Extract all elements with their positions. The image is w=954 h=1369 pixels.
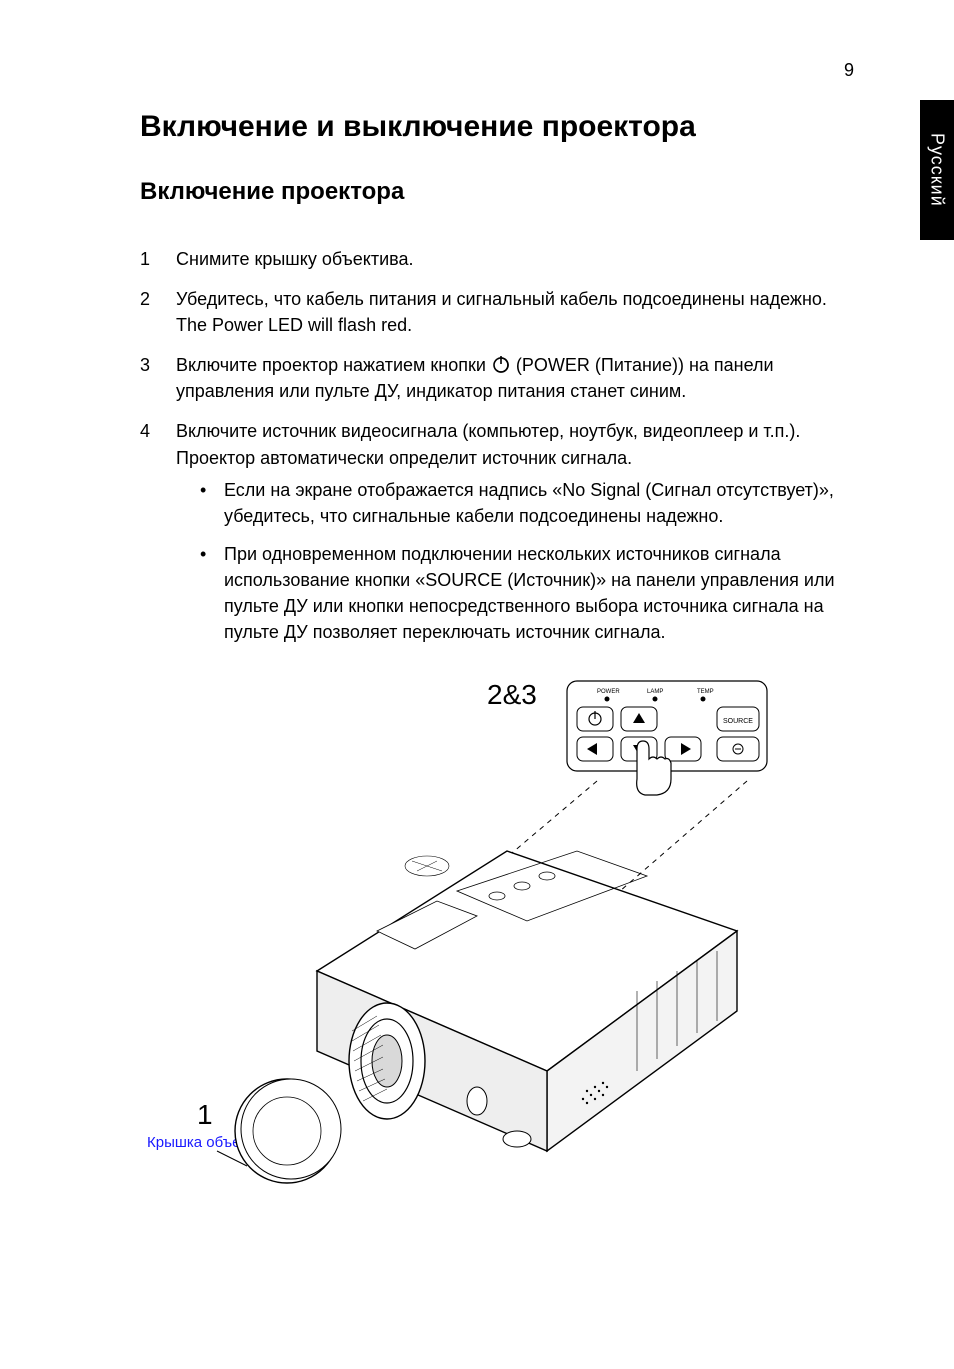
step-item: 1 Снимите крышку объектива. (140, 246, 854, 272)
control-panel: POWER LAMP TEMP SOURCE (567, 681, 767, 795)
svg-text:LAMP: LAMP (647, 689, 663, 695)
projector-figure: 2&3 1 Крышка объектива POWER LAMP TEMP (177, 671, 817, 1191)
step-number: 3 (140, 352, 176, 404)
step-text-pre: Включите проектор нажатием кнопки (176, 355, 491, 375)
page-number: 9 (844, 60, 854, 81)
step-item: 3 Включите проектор нажатием кнопки (POW… (140, 352, 854, 404)
step-number: 4 (140, 418, 176, 657)
step-text: Включите проектор нажатием кнопки (POWER… (176, 352, 854, 404)
language-tab: Русский (920, 100, 954, 240)
svg-text:POWER: POWER (597, 689, 620, 695)
language-tab-label: Русский (927, 133, 948, 207)
projector-body (317, 851, 737, 1151)
sub-bullet: Если на экране отображается надпись «No … (200, 477, 854, 529)
power-icon (491, 354, 511, 374)
svg-text:SOURCE: SOURCE (723, 718, 753, 725)
step-number: 1 (140, 246, 176, 272)
step-text: Включите источник видеосигнала (компьюте… (176, 418, 854, 657)
step-text: Убедитесь, что кабель питания и сигнальн… (176, 286, 854, 338)
step-text-main: Включите источник видеосигнала (компьюте… (176, 421, 800, 467)
heading-2: Включение проектора (140, 178, 854, 206)
step-item: 4 Включите источник видеосигнала (компью… (140, 418, 854, 657)
step-text: Снимите крышку объектива. (176, 246, 854, 272)
document-page: 9 Русский Включение и выключение проекто… (0, 0, 954, 1369)
sub-bullets: Если на экране отображается надпись «No … (176, 477, 854, 646)
heading-1: Включение и выключение проектора (140, 110, 854, 144)
sub-bullet: При одновременном подключении нескольких… (200, 541, 854, 645)
steps-list: 1 Снимите крышку объектива. 2 Убедитесь,… (140, 246, 854, 657)
step-number: 2 (140, 286, 176, 338)
projector-illustration: POWER LAMP TEMP SOURCE (177, 671, 817, 1191)
step-item: 2 Убедитесь, что кабель питания и сигнал… (140, 286, 854, 338)
svg-text:TEMP: TEMP (697, 689, 714, 695)
lens-cap (217, 1079, 341, 1183)
